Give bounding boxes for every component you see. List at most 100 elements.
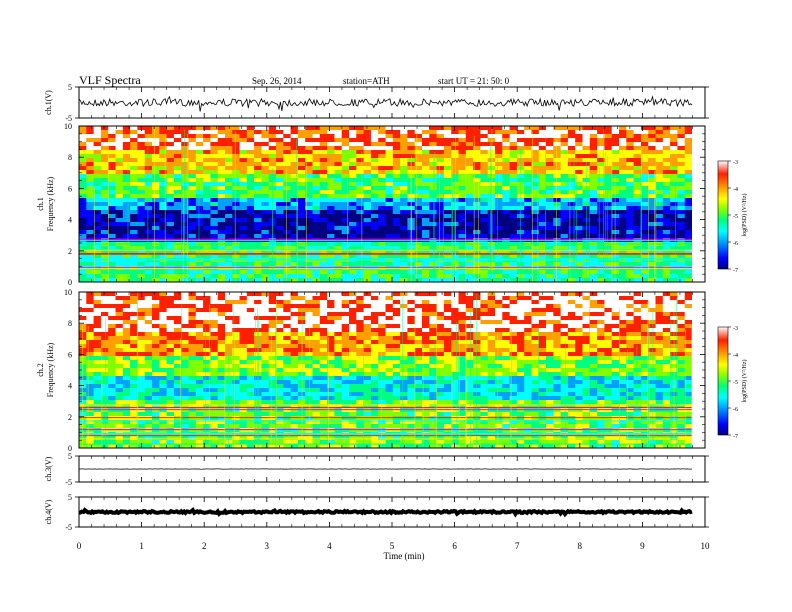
spectrogram-cell [451, 348, 459, 352]
spectrogram-cell [451, 138, 459, 142]
spectrogram-cell [604, 162, 613, 166]
spectrogram-cell [567, 320, 576, 324]
spectrogram-cell [495, 234, 503, 238]
spectrogram-cell [203, 194, 211, 198]
spectrogram-cell [531, 352, 540, 356]
spectrogram-cell [436, 300, 445, 304]
y-axis-label: Frequency (kHz) [46, 176, 55, 231]
spectrogram-cell [524, 150, 532, 154]
spectrogram-cell [662, 332, 671, 336]
spectrogram-cell [159, 146, 167, 150]
spectrogram-cell [400, 134, 408, 138]
spectrogram-cell [370, 162, 379, 166]
spectrogram-cell [100, 198, 109, 202]
spectrogram-cell [173, 218, 182, 222]
spectrogram-cell [122, 214, 131, 218]
spectrogram-cell [378, 340, 386, 344]
spectrogram-cell [305, 300, 313, 304]
spectrogram-cell [268, 130, 277, 134]
spectrogram-cell [86, 130, 94, 134]
spectrogram-cell [575, 336, 583, 340]
spectrogram-cell [276, 324, 284, 328]
spectrogram-cell [400, 296, 408, 300]
spectrogram-cell [604, 300, 613, 304]
spectrogram-cell [217, 146, 226, 150]
spectrogram-cell [232, 344, 240, 348]
spectrogram-cell [341, 238, 350, 242]
spectrogram-cell [458, 222, 467, 226]
spectrogram-cell [203, 296, 211, 300]
spectrogram-cell [567, 170, 576, 174]
spectrogram-cell [619, 308, 627, 312]
spectrogram-cell [443, 170, 452, 174]
spectrogram-cell [524, 262, 532, 266]
spectrogram-cell [473, 166, 481, 170]
spectrogram-cell [363, 274, 372, 278]
spectrogram-cell [152, 150, 160, 154]
spectrogram-cell [677, 202, 686, 206]
spectrogram-cell [137, 158, 146, 162]
spectrogram-cell [122, 332, 131, 336]
spectrogram-cell [597, 262, 605, 266]
spectrogram-cell [246, 238, 255, 242]
spectrogram-cell [159, 352, 167, 356]
spectrogram-cell [611, 126, 620, 130]
spectrogram-cell [524, 348, 532, 352]
spectrogram-cell [217, 154, 226, 158]
spectrogram-cell [640, 154, 649, 158]
spectrogram-cell [414, 154, 423, 158]
spectrogram-cell [509, 190, 518, 194]
spectrogram-cell [144, 278, 153, 282]
spectrogram-cell [400, 230, 408, 234]
spectrogram-cell [509, 222, 518, 226]
spectrogram-cell [100, 316, 109, 320]
spectrogram-cell [655, 348, 664, 352]
spectrogram-cell [246, 202, 255, 206]
spectrogram-cell [239, 300, 248, 304]
spectrogram-cell [589, 210, 598, 214]
spectrogram-cell [203, 206, 211, 210]
spectrogram-cell [684, 352, 693, 356]
spectrogram-cell [261, 182, 270, 186]
spectrogram-cell [662, 154, 671, 158]
spectrogram-cell [378, 304, 386, 308]
spectrogram-cell [495, 250, 503, 254]
spectrogram-cell [239, 174, 248, 178]
spectrogram-cell [575, 320, 583, 324]
spectrogram-cell [414, 126, 423, 130]
spectrogram-cell [414, 162, 423, 166]
spectrogram-cell [546, 170, 554, 174]
spectrogram-cell [531, 336, 540, 340]
spectrogram-cell [246, 154, 255, 158]
spectrogram-cell [327, 332, 335, 336]
spectrogram-cell [122, 202, 131, 206]
spectrogram-cell [626, 340, 634, 344]
spectrogram-cell [597, 166, 605, 170]
spectrogram-cell [670, 154, 678, 158]
spectrogram-cell [210, 214, 219, 218]
spectrogram-cell [604, 296, 613, 300]
spectrogram-cell [188, 158, 197, 162]
spectrogram-cell [414, 234, 423, 238]
spectrogram-cell [597, 218, 605, 222]
spectrogram-cell [210, 154, 219, 158]
spectrogram-cell [122, 162, 131, 166]
spectrogram-cell [648, 278, 656, 282]
spectrogram-cell [217, 352, 226, 356]
spectrogram-cell [122, 316, 131, 320]
spectrogram-cell [443, 304, 452, 308]
spectrogram-cell [173, 178, 182, 182]
spectrogram-cell [465, 230, 474, 234]
spectrogram-cell [261, 304, 270, 308]
spectrogram-cell [553, 162, 561, 166]
spectrogram-cell [232, 182, 240, 186]
spectrogram-cell [122, 324, 131, 328]
spectrogram-cell [246, 198, 255, 202]
spectrogram-cell [130, 238, 138, 242]
spectrogram-cell [378, 300, 386, 304]
spectrogram-cell [524, 210, 532, 214]
spectrogram-cell [589, 250, 598, 254]
spectrogram-cell [407, 344, 416, 348]
spectrogram-cell [684, 150, 693, 154]
spectrogram-cell [122, 166, 131, 170]
